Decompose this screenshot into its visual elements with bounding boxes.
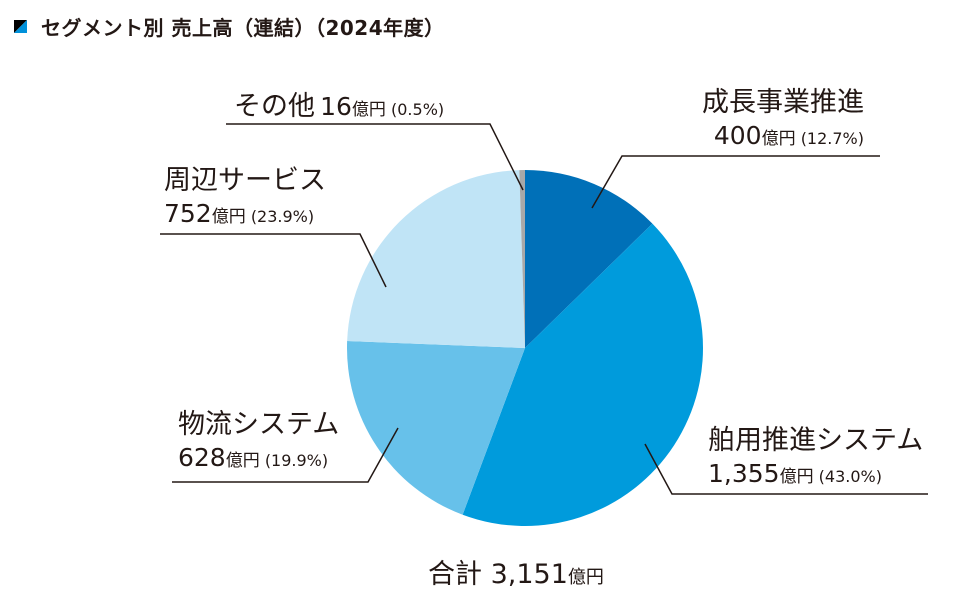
slice-marine	[462, 223, 703, 526]
label-peripheral: 周辺サービス 752億円 (23.9%)	[164, 165, 326, 228]
leader-growth	[591, 155, 880, 209]
slice-other	[519, 170, 525, 348]
leader-peripheral	[160, 233, 387, 288]
leader-other	[226, 123, 524, 191]
label-marine-name: 舶用推進システム	[708, 425, 924, 456]
label-growth: 成長事業推進 400億円 (12.7%)	[702, 87, 864, 150]
slice-growth	[525, 170, 653, 348]
label-peripheral-name: 周辺サービス	[164, 165, 326, 196]
label-other: その他 16億円 (0.5%)	[234, 91, 445, 122]
leader-logistics	[172, 427, 399, 483]
slice-peripheral	[347, 170, 525, 348]
label-growth-name: 成長事業推進	[702, 87, 864, 118]
chart-title-text: セグメント別 売上高（連結）（2024年度）	[41, 16, 445, 40]
slice-logistics	[347, 340, 525, 515]
total-label: 合計 3,151億円	[428, 559, 604, 590]
label-other-name: その他	[234, 91, 315, 122]
title-marker-icon	[14, 20, 27, 33]
label-logistics: 物流システム 628億円 (19.9%)	[178, 409, 340, 472]
leader-marine	[644, 443, 928, 495]
label-marine: 舶用推進システム 1,355億円 (43.0%)	[708, 425, 924, 488]
label-logistics-name: 物流システム	[178, 409, 340, 440]
chart-title: セグメント別 売上高（連結）（2024年度）	[14, 12, 445, 41]
